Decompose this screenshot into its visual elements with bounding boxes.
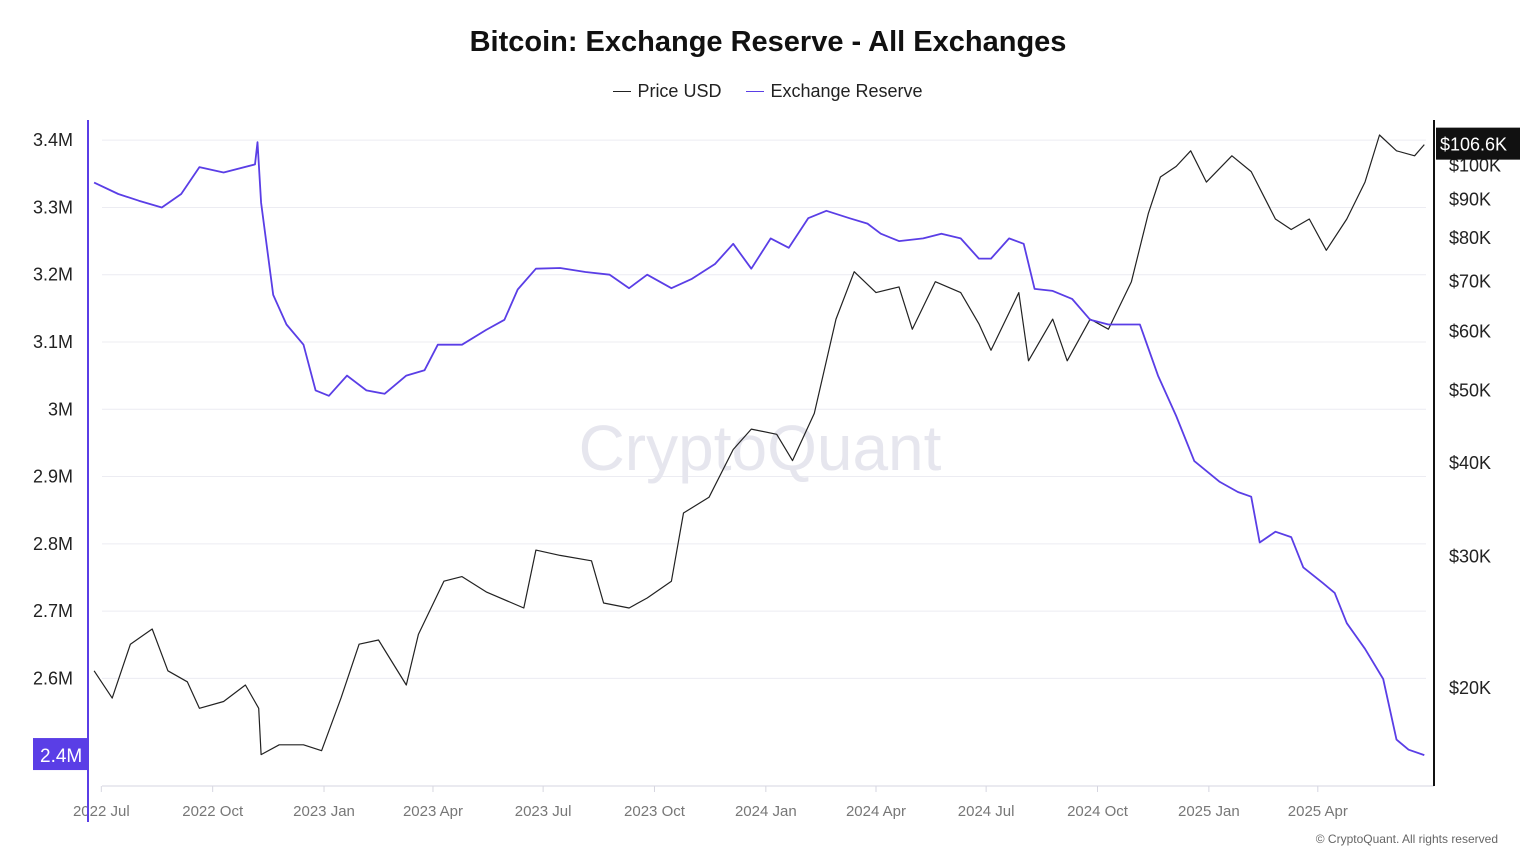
- x-tick-label: 2025 Jan: [1178, 803, 1240, 820]
- price-line: [93, 134, 1425, 756]
- watermark: CryptoQuant: [579, 412, 942, 484]
- x-tick-label: 2024 Apr: [846, 803, 906, 820]
- left-tick-label: 2.8M: [33, 534, 73, 554]
- left-tick-label: 2.6M: [33, 668, 73, 688]
- x-tick-label: 2023 Jan: [293, 803, 355, 820]
- x-tick-label: 2024 Jul: [958, 803, 1015, 820]
- right-tick-label: $80K: [1449, 228, 1491, 248]
- current-price-label: $106.6K: [1440, 135, 1507, 155]
- legend-swatch-reserve: [746, 91, 765, 92]
- legend-label: Price USD: [637, 81, 722, 101]
- reserve-line: [93, 141, 1425, 756]
- x-tick-label: 2023 Jul: [515, 803, 572, 820]
- current-reserve-label: 2.4M: [40, 746, 82, 767]
- left-tick-label: 2.9M: [33, 467, 73, 487]
- right-tick-label: $100K: [1449, 155, 1501, 175]
- current-reserve-badge: [33, 738, 87, 771]
- right-tick-label: $70K: [1449, 271, 1491, 291]
- legend: Price USD Exchange Reserve: [0, 76, 1536, 102]
- left-tick-label: 3.4M: [33, 130, 73, 150]
- left-tick-label: 3M: [48, 399, 73, 419]
- x-tick-label: 2024 Oct: [1067, 803, 1129, 820]
- legend-item-price[interactable]: Price USD: [613, 81, 721, 102]
- right-tick-label: $30K: [1449, 546, 1491, 566]
- left-tick-label: 3.3M: [33, 197, 73, 217]
- x-tick-label: 2024 Jan: [735, 803, 797, 820]
- legend-item-reserve[interactable]: Exchange Reserve: [746, 81, 923, 102]
- left-tick-label: 3.1M: [33, 332, 73, 352]
- left-tick-label: 2.7M: [33, 601, 73, 621]
- x-tick-label: 2023 Apr: [403, 803, 463, 820]
- legend-label: Exchange Reserve: [770, 81, 923, 101]
- chart-title: Bitcoin: Exchange Reserve - All Exchange…: [469, 26, 1067, 58]
- right-tick-label: $40K: [1449, 453, 1491, 473]
- x-tick-label: 2025 Apr: [1288, 803, 1348, 820]
- copyright: © CryptoQuant. All rights reserved: [1315, 832, 1498, 846]
- right-tick-label: $50K: [1449, 381, 1491, 401]
- current-price-badge: [1436, 127, 1520, 160]
- right-tick-label: $90K: [1449, 190, 1491, 210]
- legend-swatch-price: [613, 91, 632, 92]
- right-tick-label: $60K: [1449, 321, 1491, 341]
- x-tick-label: 2023 Oct: [624, 803, 686, 820]
- x-tick-label: 2022 Jul: [73, 803, 130, 820]
- x-tick-label: 2022 Oct: [182, 803, 244, 820]
- right-tick-label: $20K: [1449, 678, 1491, 698]
- left-tick-label: 3.2M: [33, 265, 73, 285]
